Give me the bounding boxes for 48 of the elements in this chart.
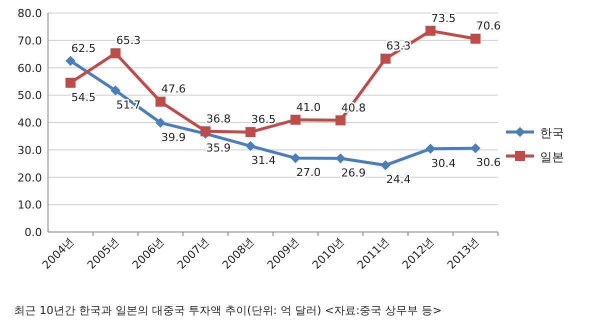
point	[156, 118, 166, 128]
point	[246, 141, 256, 152]
y-tick-label: 20.0	[18, 171, 42, 184]
data-label: 65.3	[116, 34, 141, 48]
data-label: 35.9	[206, 142, 231, 155]
point	[336, 153, 346, 164]
point	[470, 34, 480, 44]
point	[66, 78, 76, 88]
data-label: 36.8	[206, 112, 231, 126]
y-tick-label: 80.0	[18, 7, 42, 20]
y-tick-label: 30.0	[18, 144, 42, 157]
legend-label: 일본	[540, 150, 564, 164]
data-label: 54.5	[71, 90, 96, 104]
y-tick-label: 70.0	[18, 34, 42, 48]
data-label: 70.6	[476, 20, 501, 33]
point	[110, 48, 120, 58]
y-tick-label: 0.0	[24, 226, 42, 239]
point	[426, 26, 436, 36]
data-label: 27.0	[296, 166, 321, 180]
legend-label: 한국	[540, 126, 564, 140]
data-label: 73.5	[431, 12, 456, 25]
text: 최근 10년간 한국과 일본의 대중국 투자액 추이(단위: 억 달러) <자료:중국 상무부 등>	[14, 304, 442, 317]
point	[336, 115, 346, 126]
point	[470, 143, 480, 154]
y-tick-label: 10.0	[18, 198, 42, 212]
y-tick-label: 60.0	[18, 62, 42, 75]
point	[426, 144, 436, 154]
point	[380, 54, 390, 64]
data-label: 24.4	[386, 173, 411, 186]
point	[290, 114, 300, 125]
data-label: 31.4	[251, 154, 276, 168]
point	[200, 126, 210, 136]
data-label: 26.9	[341, 166, 366, 180]
point	[246, 127, 256, 138]
point	[156, 96, 166, 107]
data-label: 62.5	[71, 42, 96, 55]
data-label: 41.0	[296, 100, 321, 114]
point	[110, 85, 120, 96]
data-label: 30.4	[431, 156, 456, 170]
data-label: 39.9	[161, 130, 186, 144]
point	[380, 160, 390, 170]
data-label: 30.6	[476, 156, 501, 170]
point	[290, 153, 300, 164]
y-tick-label: 50.0	[18, 89, 42, 102]
data-label: 36.5	[251, 113, 276, 126]
y-tick-label: 40.0	[18, 116, 42, 130]
data-label: 47.6	[161, 82, 186, 96]
point	[66, 56, 76, 66]
